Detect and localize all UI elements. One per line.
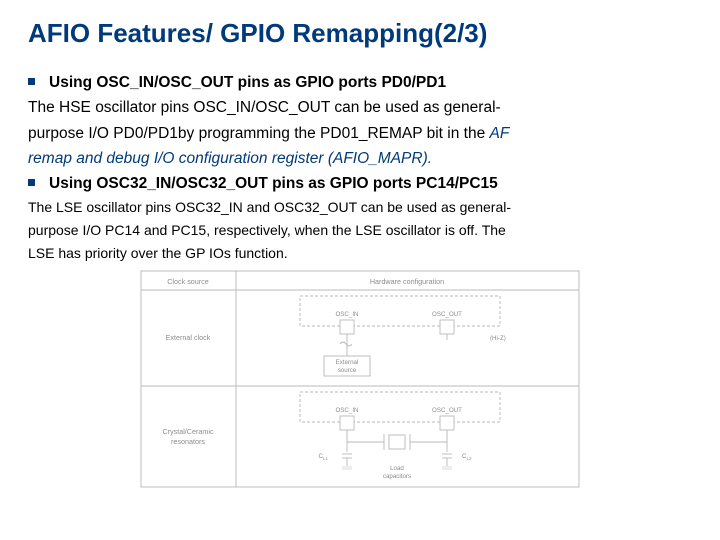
chip-outline: [300, 296, 500, 326]
bullet-marker-icon: [28, 78, 35, 85]
pad-osc-in-2: [340, 416, 354, 430]
para-1b-ital: AF: [490, 125, 510, 142]
para-1c-ital: remap and debug I/O configuration regist…: [28, 150, 432, 167]
para-1b-pre: purpose I/O PD0/PD1by programming the PD…: [28, 125, 490, 142]
pad-osc-out-2: [440, 416, 454, 430]
body-section-2: The LSE oscillator pins OSC32_IN and OSC…: [28, 197, 692, 264]
row2-label-1: Crystal/Ceramic: [162, 427, 214, 436]
slide: AFIO Features/ GPIO Remapping(2/3) Using…: [0, 0, 720, 540]
xtal-body: [389, 435, 405, 449]
pad-osc-out: [440, 320, 454, 334]
col-header-clock: Clock source: [167, 277, 209, 286]
bullet-2-text: Using OSC32_IN/OSC32_OUT pins as GPIO po…: [49, 172, 498, 195]
lbl-ext-src-2: source: [338, 367, 357, 374]
signal-icon: [340, 342, 352, 346]
lbl-cl1: CL1: [319, 453, 329, 461]
lbl-load-2: capacitors: [383, 473, 411, 480]
table-border: [141, 271, 579, 487]
para-1a: The HSE oscillator pins OSC_IN/OSC_OUT c…: [28, 96, 692, 119]
slide-title: AFIO Features/ GPIO Remapping(2/3): [28, 18, 692, 49]
lbl-osc-in: OSC_IN: [335, 311, 358, 318]
para-2c: LSE has priority over the GP IOs functio…: [28, 243, 692, 264]
diagram: Clock source Hardware configuration Exte…: [140, 270, 580, 488]
row2-diagram: OSC_IN OSC_OUT: [300, 392, 500, 480]
lbl-load-1: Load: [390, 465, 404, 472]
para-2a: The LSE oscillator pins OSC32_IN and OSC…: [28, 197, 692, 218]
body-section-1: Using OSC_IN/OSC_OUT pins as GPIO ports …: [28, 71, 692, 195]
bullet-2: Using OSC32_IN/OSC32_OUT pins as GPIO po…: [28, 172, 692, 195]
lbl-osc-out: OSC_OUT: [432, 311, 462, 318]
gnd-l: [342, 466, 352, 470]
para-2b: purpose I/O PC14 and PC15, respectively,…: [28, 220, 692, 241]
pad-osc-in: [340, 320, 354, 334]
lbl-ext-src-1: External: [336, 359, 359, 366]
bullet-1: Using OSC_IN/OSC_OUT pins as GPIO ports …: [28, 71, 692, 94]
gnd-r: [442, 466, 452, 470]
row2-label-2: resonators: [171, 437, 205, 446]
bullet-1-text: Using OSC_IN/OSC_OUT pins as GPIO ports …: [49, 71, 446, 94]
lbl-hiz: (Hi-Z): [490, 335, 506, 342]
bullet-marker-icon: [28, 179, 35, 186]
row1-diagram: OSC_IN OSC_OUT (Hi-Z) External source: [300, 296, 506, 376]
hw-config-diagram: Clock source Hardware configuration Exte…: [140, 270, 580, 488]
lbl-cl2: CL2: [462, 453, 472, 461]
lbl-osc-in-2: OSC_IN: [335, 407, 358, 414]
col-header-hw: Hardware configuration: [370, 277, 444, 286]
lbl-osc-out-2: OSC_OUT: [432, 407, 462, 414]
chip-outline-2: [300, 392, 500, 422]
para-1b: purpose I/O PD0/PD1by programming the PD…: [28, 122, 692, 145]
para-1c: remap and debug I/O configuration regist…: [28, 147, 692, 170]
row1-label: External clock: [166, 333, 211, 342]
